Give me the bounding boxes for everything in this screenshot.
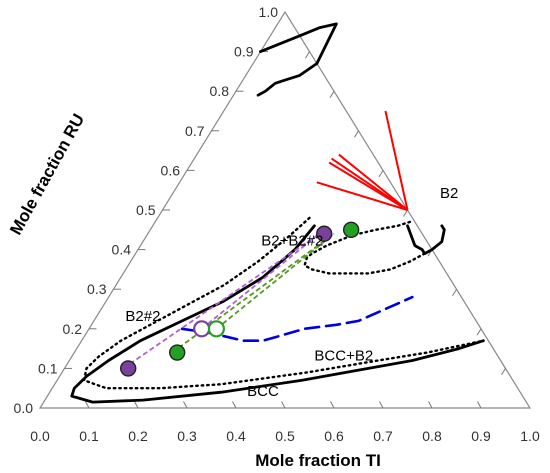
purple-point [119,360,137,377]
right-tick [305,51,310,59]
ru-tick-label: 0.6 [161,162,181,178]
tick-marks [64,51,506,409]
x-tick-label: 1.0 [520,428,540,444]
ru-tick-label: 0.9 [234,44,254,60]
right-tick [354,130,359,138]
dotted-phase-boundary [303,220,434,275]
bottom-tick [183,401,188,409]
bottom-tick [232,401,237,409]
composition-points [119,221,360,377]
region-labels: B2 B2+B2#2 B2#2 BCC+B2 BCC [125,185,458,400]
purple-point [193,320,211,338]
x-tick-label: 0.8 [422,428,442,444]
x-tick-label: 0.9 [471,428,491,444]
bottom-tick [477,401,482,409]
red-tie-line [338,153,409,211]
region-label: B2 [440,185,458,202]
bottom-tick [330,401,335,409]
ru-tick-label: 0.2 [63,321,83,337]
green-point [342,221,360,239]
phase-boundaries [70,22,485,404]
ru-tick-label: 0.3 [87,281,107,297]
right-tick [476,328,482,336]
green-tie-line [215,233,335,330]
region-label: B2#2 [125,308,160,325]
ru-tick-label: 1.0 [259,4,279,20]
bottom-tick [379,401,384,409]
ru-tick-label: 0.7 [185,123,205,139]
red-tie-line [384,110,409,211]
region-label: BCC [247,383,279,400]
purple-point [316,225,333,242]
purple-tie-line [201,233,320,330]
x-tick-label: 0.4 [226,428,246,444]
y-axis-title: Mole fraction RU [6,111,88,238]
tick-labels: 0.0 0.1 0.2 0.3 0.4 0.5 0.6 0.7 0.8 0.9 1.0 0.0 0.1 0… [14,4,540,444]
right-tick [378,170,384,178]
ru-tick-label: 0.5 [136,202,156,218]
x-tick-label: 0.1 [79,428,99,444]
x-tick-label: 0.0 [30,428,50,444]
red-tie-line [328,161,409,211]
bottom-tick [428,401,433,409]
region-label: BCC+B2 [314,347,373,364]
ru-tick-label: 0.4 [112,242,132,258]
x-tick-label: 0.6 [324,428,344,444]
solid-phase-boundary [256,22,338,97]
right-tick [329,90,335,98]
dotted-phase-boundary [82,216,485,390]
bottom-tick [281,401,286,409]
bottom-tick [134,401,139,409]
x-axis-title: Mole fraction TI [255,451,381,470]
x-tick-label: 0.2 [128,428,148,444]
x-tick-label: 0.7 [373,428,393,444]
bottom-tick [85,401,90,409]
right-tick [403,209,408,217]
x-tick-label: 0.3 [177,428,197,444]
ru-tick-label: 0.0 [14,400,34,416]
ru-tick-label: 0.1 [38,360,58,376]
solid-phase-boundary [70,224,485,404]
ru-tick-label: 0.8 [210,83,230,99]
x-tick-label: 0.5 [275,428,295,444]
green-point [168,344,186,361]
right-tick [501,368,506,376]
green-point [207,320,225,338]
red-tie-line [316,181,408,211]
right-tick [452,288,457,296]
region-label: B2+B2#2 [261,233,323,250]
